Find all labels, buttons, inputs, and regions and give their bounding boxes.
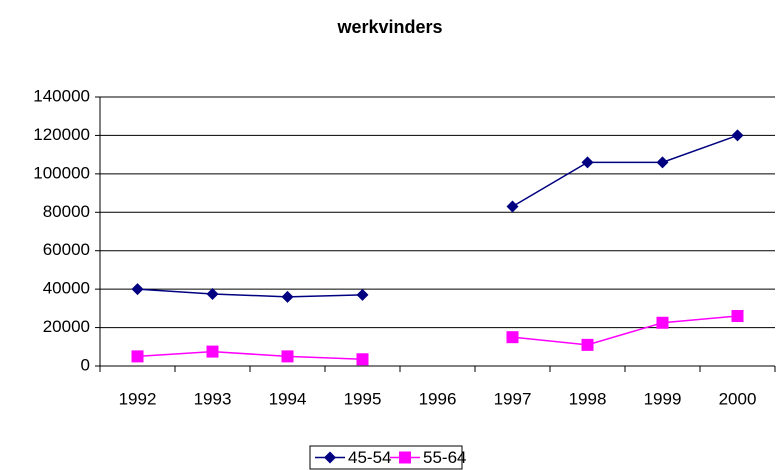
y-tick-label: 20000 bbox=[43, 317, 90, 336]
x-tick-label: 1992 bbox=[119, 389, 157, 408]
series-line bbox=[137, 315, 738, 361]
series-line bbox=[137, 134, 738, 298]
x-tick-label: 1994 bbox=[269, 389, 307, 408]
marker bbox=[206, 287, 219, 300]
marker bbox=[506, 200, 519, 213]
x-tick-label: 1998 bbox=[569, 389, 607, 408]
marker bbox=[206, 345, 219, 358]
marker bbox=[399, 451, 411, 464]
marker bbox=[656, 156, 669, 169]
chart-title: werkvinders bbox=[336, 17, 442, 37]
marker bbox=[131, 350, 144, 363]
marker bbox=[731, 129, 744, 142]
marker bbox=[324, 451, 336, 464]
marker bbox=[356, 353, 369, 366]
legend-label: 55-64 bbox=[423, 448, 466, 467]
marker bbox=[731, 310, 744, 323]
marker bbox=[581, 338, 594, 351]
legend-box bbox=[309, 445, 463, 470]
legend-label: 45-54 bbox=[348, 448, 391, 467]
y-tick-label: 120000 bbox=[33, 125, 90, 144]
marker bbox=[581, 156, 594, 169]
marker bbox=[356, 288, 369, 301]
y-tick-label: 140000 bbox=[33, 86, 90, 105]
x-tick-label: 1995 bbox=[344, 389, 382, 408]
x-tick-label: 2000 bbox=[719, 389, 757, 408]
marker bbox=[656, 316, 669, 329]
marker bbox=[281, 290, 294, 303]
x-tick-label: 1993 bbox=[194, 389, 232, 408]
y-tick-label: 100000 bbox=[33, 163, 90, 182]
x-tick-label: 1997 bbox=[494, 389, 532, 408]
y-tick-label: 0 bbox=[81, 355, 90, 374]
x-tick-label: 1996 bbox=[419, 389, 457, 408]
marker bbox=[506, 331, 519, 344]
y-tick-label: 60000 bbox=[43, 240, 90, 259]
marker bbox=[281, 350, 294, 363]
marker bbox=[131, 283, 144, 296]
y-tick-label: 80000 bbox=[43, 202, 90, 221]
x-tick-label: 1999 bbox=[644, 389, 682, 408]
y-tick-label: 40000 bbox=[43, 279, 90, 298]
